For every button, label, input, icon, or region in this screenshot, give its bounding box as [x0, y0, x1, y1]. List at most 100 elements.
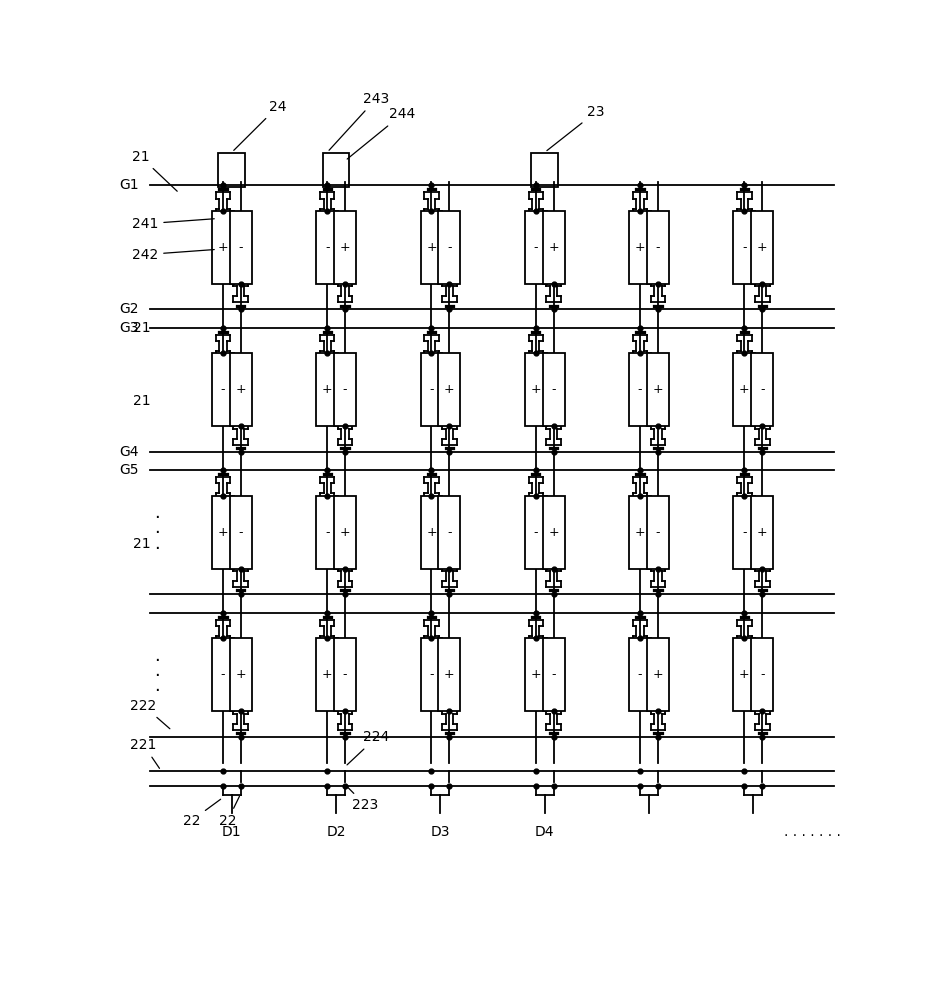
Text: +: +: [548, 526, 559, 539]
Bar: [647, 353, 669, 426]
Bar: [629, 638, 651, 711]
Text: +: +: [531, 668, 541, 681]
Bar: [751, 496, 773, 569]
Text: -: -: [551, 383, 556, 396]
Text: D4: D4: [535, 825, 554, 839]
Text: -: -: [447, 526, 452, 539]
Bar: [439, 496, 460, 569]
Text: 242: 242: [131, 248, 214, 262]
Bar: [629, 496, 651, 569]
Text: 22: 22: [219, 796, 239, 828]
Text: -: -: [221, 383, 225, 396]
Bar: [543, 353, 564, 426]
Text: +: +: [653, 383, 663, 396]
Text: +: +: [635, 526, 645, 539]
Text: -: -: [343, 383, 347, 396]
Bar: [525, 638, 546, 711]
Text: -: -: [551, 668, 556, 681]
Text: D1: D1: [222, 825, 241, 839]
Text: 243: 243: [329, 92, 389, 150]
Text: +: +: [236, 383, 246, 396]
Text: -: -: [760, 668, 764, 681]
Text: +: +: [444, 668, 454, 681]
Bar: [316, 638, 338, 711]
Text: D2: D2: [327, 825, 346, 839]
Bar: [421, 211, 442, 284]
Text: -: -: [533, 241, 538, 254]
Text: 23: 23: [546, 105, 605, 151]
Text: 24: 24: [234, 100, 286, 150]
Bar: [543, 496, 564, 569]
Text: -: -: [239, 526, 243, 539]
Text: G3: G3: [119, 321, 139, 335]
Text: -: -: [429, 668, 434, 681]
Text: +: +: [340, 241, 350, 254]
Text: D3: D3: [431, 825, 450, 839]
Bar: [212, 353, 234, 426]
Bar: [334, 211, 356, 284]
Text: -: -: [239, 241, 243, 254]
Bar: [629, 353, 651, 426]
Text: +: +: [218, 526, 228, 539]
Text: G4: G4: [119, 445, 139, 459]
Bar: [230, 211, 252, 284]
Text: .: .: [155, 677, 161, 695]
Bar: [421, 638, 442, 711]
Text: +: +: [322, 383, 332, 396]
Bar: [316, 353, 338, 426]
Text: +: +: [635, 241, 645, 254]
Text: 222: 222: [131, 699, 170, 729]
Bar: [323, 153, 349, 187]
Text: +: +: [757, 241, 767, 254]
Text: +: +: [548, 241, 559, 254]
Bar: [733, 496, 755, 569]
Bar: [525, 496, 546, 569]
Text: G5: G5: [119, 463, 139, 477]
Text: -: -: [447, 241, 452, 254]
Text: -: -: [221, 668, 225, 681]
Text: -: -: [429, 383, 434, 396]
Text: . . . . . . .: . . . . . . .: [784, 825, 840, 839]
Text: G1: G1: [119, 178, 139, 192]
Bar: [531, 153, 558, 187]
Text: -: -: [742, 241, 747, 254]
Text: -: -: [638, 383, 642, 396]
Text: +: +: [218, 241, 228, 254]
Text: -: -: [760, 383, 764, 396]
Bar: [751, 638, 773, 711]
Text: 224: 224: [347, 730, 390, 765]
Text: +: +: [739, 383, 749, 396]
Bar: [212, 496, 234, 569]
Text: 21: 21: [133, 537, 151, 551]
Text: -: -: [325, 526, 330, 539]
Bar: [647, 638, 669, 711]
Bar: [733, 353, 755, 426]
Text: +: +: [444, 383, 454, 396]
Text: +: +: [426, 241, 437, 254]
Bar: [525, 211, 546, 284]
Text: -: -: [325, 241, 330, 254]
Text: +: +: [322, 668, 332, 681]
Text: .: .: [155, 647, 161, 665]
Bar: [543, 211, 564, 284]
Bar: [316, 496, 338, 569]
Bar: [421, 496, 442, 569]
Text: +: +: [653, 668, 663, 681]
Bar: [439, 638, 460, 711]
Text: -: -: [655, 241, 660, 254]
Text: .: .: [155, 519, 161, 537]
Text: +: +: [236, 668, 246, 681]
Text: 22: 22: [183, 799, 221, 828]
Text: +: +: [739, 668, 749, 681]
Bar: [212, 638, 234, 711]
Text: G2: G2: [119, 302, 139, 316]
Bar: [751, 211, 773, 284]
Text: 21: 21: [133, 321, 151, 335]
Bar: [525, 353, 546, 426]
Text: +: +: [531, 383, 541, 396]
Bar: [543, 638, 564, 711]
Text: 21: 21: [133, 394, 151, 408]
Text: -: -: [343, 668, 347, 681]
Text: -: -: [655, 526, 660, 539]
Bar: [439, 353, 460, 426]
